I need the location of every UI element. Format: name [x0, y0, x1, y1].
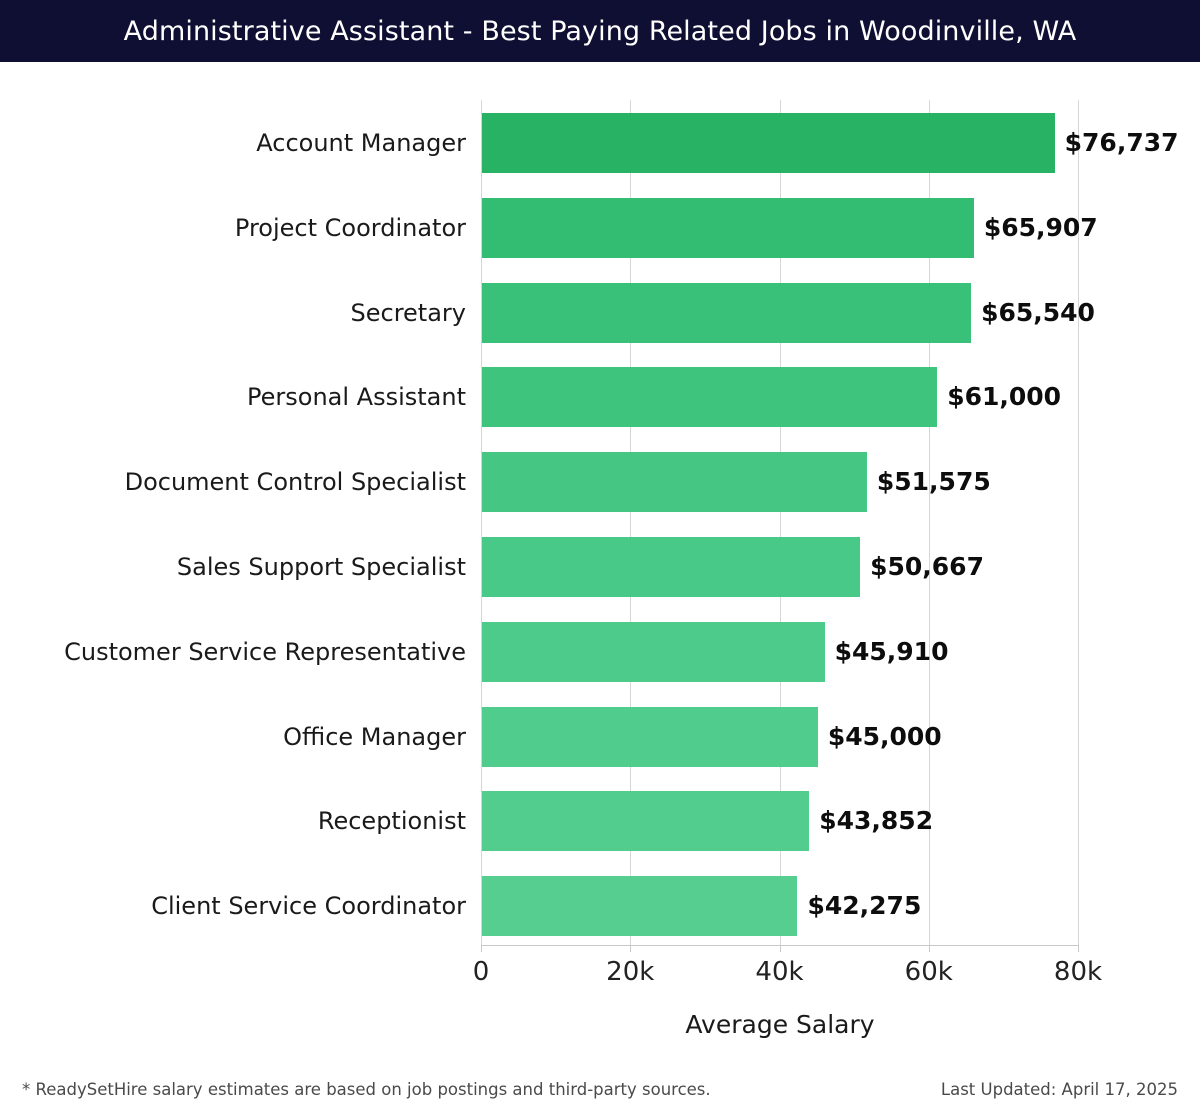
category-label: Sales Support Specialist	[176, 553, 466, 581]
x-tick-label: 60k	[904, 957, 953, 987]
bar-value-label: $51,575	[876, 467, 991, 497]
bar-value-label: $42,275	[807, 891, 922, 921]
category-label: Secretary	[350, 298, 467, 327]
bar-row[interactable]: Customer Service Representative $45,910	[0, 621, 1200, 683]
bar[interactable]	[482, 876, 798, 937]
category-label: Project Coordinator	[234, 213, 466, 242]
chart-footer: * ReadySetHire salary estimates are base…	[0, 1072, 1200, 1106]
x-tick-label: 0	[472, 957, 490, 987]
bar[interactable]	[482, 621, 825, 682]
category-label: Receptionist	[317, 807, 466, 836]
page-title: Administrative Assistant - Best Paying R…	[123, 15, 1077, 47]
bar-row[interactable]: Project Coordinator $65,907	[0, 197, 1200, 259]
bar-value-label: $76,737	[1064, 128, 1179, 157]
category-label: Account Manager	[256, 129, 466, 157]
x-axis-tick	[928, 945, 930, 952]
category-label: Client Service Coordinator	[151, 892, 466, 921]
bar-row[interactable]: Secretary $65,540	[0, 282, 1200, 344]
bar-row[interactable]: Document Control Specialist $51,575	[0, 451, 1200, 513]
footer-last-updated: Last Updated: April 17, 2025	[940, 1079, 1178, 1099]
x-axis-tick	[481, 945, 482, 952]
bar-value-label: $50,667	[870, 552, 984, 581]
bar-value-label: $45,910	[834, 636, 949, 666]
bar-value-label: $61,000	[947, 382, 1062, 412]
bar-rows: Account Manager $76,737 Project Coordinato…	[0, 62, 1200, 1062]
bar-value-label: $43,852	[819, 806, 934, 836]
bar-row[interactable]: Account Manager $76,737	[0, 112, 1200, 174]
bar-value-label: $65,907	[983, 212, 1098, 242]
chart-title-bar: Administrative Assistant - Best Paying R…	[0, 0, 1200, 62]
x-tick-label: 80k	[1053, 957, 1103, 987]
bar-row[interactable]: Receptionist $43,852	[0, 790, 1200, 852]
bar[interactable]	[482, 537, 861, 597]
bar-value-label: $65,540	[981, 297, 1095, 327]
bar[interactable]	[482, 791, 810, 852]
category-label: Office Manager	[283, 722, 466, 751]
category-label: Document Control Specialist	[124, 468, 466, 497]
x-tick-label: 20k	[606, 957, 655, 987]
bar[interactable]	[482, 282, 972, 343]
x-tick-labels: 0 20k 40k 60k 80k	[0, 957, 1200, 997]
category-label: Customer Service Representative	[64, 637, 466, 666]
bar-value-label: $45,000	[827, 721, 942, 751]
category-label: Personal Assistant	[247, 383, 466, 412]
bar-row[interactable]: Personal Assistant $61,000	[0, 366, 1200, 428]
x-tick-label: 40k	[755, 957, 804, 987]
x-axis-tick	[1078, 945, 1079, 952]
bar-row[interactable]: Office Manager $45,000	[0, 706, 1200, 768]
bar[interactable]	[482, 367, 938, 428]
bar[interactable]	[482, 706, 818, 767]
footer-disclaimer: * ReadySetHire salary estimates are base…	[22, 1079, 711, 1099]
bar-row[interactable]: Client Service Coordinator $42,275	[0, 875, 1200, 937]
bar[interactable]	[482, 197, 974, 258]
bar[interactable]	[482, 113, 1055, 173]
x-axis-title: Average Salary	[685, 1010, 875, 1039]
bar[interactable]	[482, 452, 867, 513]
x-axis-tick	[630, 945, 632, 952]
plot-area: Account Manager $76,737 Project Coordinato…	[0, 62, 1200, 1062]
x-axis-tick	[779, 945, 781, 952]
bar-row[interactable]: Sales Support Specialist $50,667	[0, 536, 1200, 598]
